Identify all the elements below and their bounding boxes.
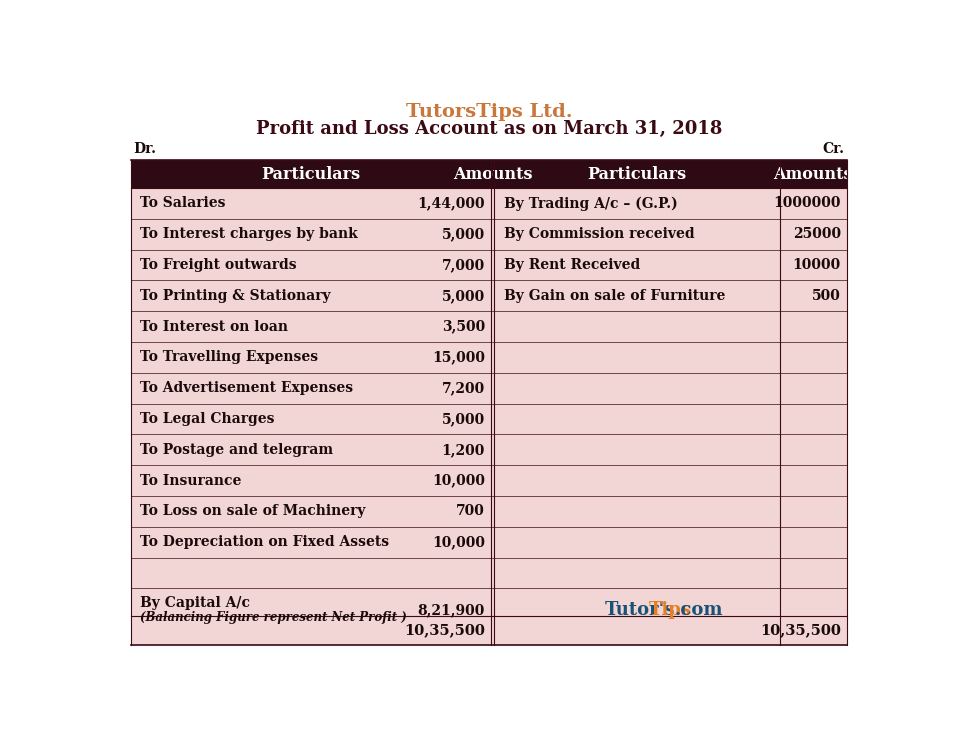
Text: 500: 500 [811,288,840,303]
Text: Particulars: Particulars [261,165,360,182]
Text: To Insurance: To Insurance [140,474,241,487]
Text: 1,44,000: 1,44,000 [417,196,484,210]
Text: (Balancing Figure represent Net Profit ): (Balancing Figure represent Net Profit ) [140,611,407,624]
Text: TutorsTips Ltd.: TutorsTips Ltd. [405,104,572,122]
Text: 10,000: 10,000 [432,474,484,487]
Text: To Printing & Stationary: To Printing & Stationary [140,288,331,303]
Text: 10,000: 10,000 [432,535,484,549]
Text: 25000: 25000 [792,227,840,241]
Text: By Commission received: By Commission received [503,227,694,241]
Text: To Loss on sale of Machinery: To Loss on sale of Machinery [140,505,365,518]
Text: To Depreciation on Fixed Assets: To Depreciation on Fixed Assets [140,535,389,549]
Text: 7,200: 7,200 [441,381,484,395]
Text: Tutor's: Tutor's [604,601,675,619]
Text: 5,000: 5,000 [441,412,484,426]
Text: 7,000: 7,000 [441,258,484,272]
FancyBboxPatch shape [131,160,846,645]
Text: 3,500: 3,500 [441,319,484,333]
Text: To Interest on loan: To Interest on loan [140,319,288,333]
Text: 15,000: 15,000 [432,350,484,364]
Text: To Freight outwards: To Freight outwards [140,258,296,272]
FancyBboxPatch shape [131,160,846,188]
Text: 10000: 10000 [792,258,840,272]
Text: 700: 700 [456,505,484,518]
Text: Amounts: Amounts [453,165,532,182]
Text: 10,35,500: 10,35,500 [760,623,840,638]
Text: Profit and Loss Account as on March 31, 2018: Profit and Loss Account as on March 31, … [255,120,721,138]
Text: To Salaries: To Salaries [140,196,226,210]
Text: Amounts: Amounts [773,165,852,182]
Text: 10,35,500: 10,35,500 [404,623,484,638]
Text: Cr.: Cr. [821,142,843,155]
Text: Particulars: Particulars [587,165,686,182]
Text: Dr.: Dr. [133,142,156,155]
Text: Tips: Tips [648,601,691,619]
Text: By Gain on sale of Furniture: By Gain on sale of Furniture [503,288,724,303]
Text: 1,200: 1,200 [441,442,484,457]
Text: 8,21,900: 8,21,900 [417,603,484,617]
Text: .com: .com [674,601,721,619]
Text: To Travelling Expenses: To Travelling Expenses [140,350,318,364]
Text: 5,000: 5,000 [441,288,484,303]
Text: 1000000: 1000000 [773,196,840,210]
Text: By Trading A/c – (G.P.): By Trading A/c – (G.P.) [503,196,677,210]
Text: To Legal Charges: To Legal Charges [140,412,274,426]
Text: To Postage and telegram: To Postage and telegram [140,442,333,457]
Text: To Advertisement Expenses: To Advertisement Expenses [140,381,353,395]
Text: 5,000: 5,000 [441,227,484,241]
Text: To Interest charges by bank: To Interest charges by bank [140,227,357,241]
Text: By Capital A/c: By Capital A/c [140,596,250,610]
Text: By Rent Received: By Rent Received [503,258,639,272]
